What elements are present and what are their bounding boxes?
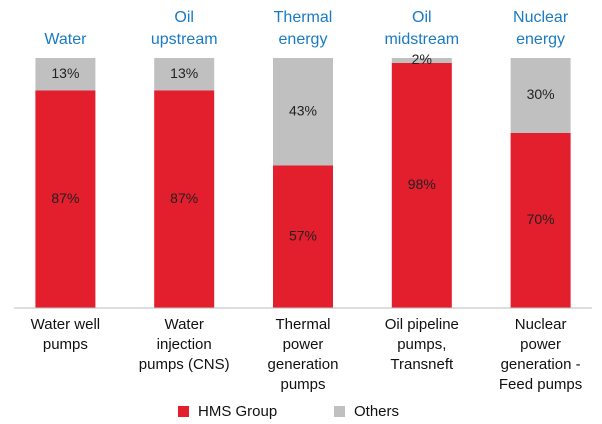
bar-segment [391,63,452,308]
legend-label: Others [354,403,399,420]
x-tick-label: Feed pumps [499,376,582,393]
x-tick-label: pumps, [397,336,446,353]
bar-segment [154,90,215,308]
column-header: Thermal [274,9,333,26]
column-header: Oil [174,9,194,26]
legend-swatch [178,406,189,417]
column-header: Nuclear [513,9,569,26]
x-tick-label: pumps [43,336,88,353]
x-tick-label: power [520,336,561,353]
x-tick-label: Water well [31,316,100,333]
x-tick-label: Thermal [275,316,330,333]
column-header: midstream [384,31,459,48]
value-label: 13% [51,65,79,81]
x-tick-label: injection [157,336,212,353]
x-tick-label: pumps (CNS) [139,356,230,373]
column-header: Water [44,31,87,48]
x-tick-label: generation [268,356,339,373]
x-tick-label: Water [164,316,203,333]
bar-segment [510,133,571,308]
value-label: 70% [527,211,555,227]
legend-label: HMS Group [198,403,277,420]
legend-swatch [334,406,345,417]
x-tick-label: Transneft [390,356,454,373]
x-tick-label: power [283,336,324,353]
value-label: 87% [170,190,198,206]
x-tick-label: pumps [280,376,325,393]
bar-segment [35,58,96,91]
value-label: 57% [289,227,317,243]
x-tick-label: Oil pipeline [385,316,459,333]
bar-segment [510,58,571,133]
column-header: Oil [412,9,432,26]
value-label: 30% [527,86,555,102]
column-header: energy [279,31,328,48]
value-label: 2% [412,51,432,67]
x-tick-label: Nuclear [515,316,567,333]
value-label: 43% [289,102,317,118]
column-header: upstream [151,31,218,48]
column-header: energy [516,31,565,48]
x-tick-label: generation - [501,356,581,373]
bar-segment [154,58,215,91]
bar-segment [273,165,333,308]
value-label: 13% [170,65,198,81]
value-label: 87% [51,190,79,206]
bar-segment [273,58,333,166]
value-label: 98% [408,176,436,192]
bar-segment [391,58,452,63]
bar-segment [35,90,96,308]
